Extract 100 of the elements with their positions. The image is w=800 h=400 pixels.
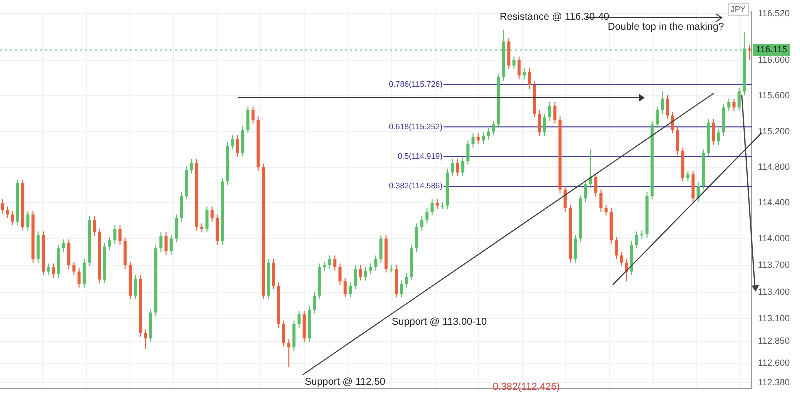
y-tick-label: 115.200 — [758, 126, 790, 136]
candlestick — [430, 199, 434, 216]
candlestick — [543, 113, 546, 137]
candlestick — [554, 102, 557, 124]
candlestick — [635, 231, 639, 250]
candlestick — [26, 210, 30, 232]
ref-line-label: 0.5(114.919) — [398, 152, 444, 162]
ref-line-label: 0.618(115.252) — [389, 122, 444, 132]
candlestick — [676, 126, 680, 156]
candlestick — [170, 234, 173, 256]
candlestick — [282, 320, 286, 348]
candlestick — [118, 224, 122, 246]
candlestick — [231, 134, 234, 150]
candlestick — [400, 280, 404, 298]
candlestick — [738, 88, 741, 112]
candlestick — [134, 274, 138, 300]
ref-line-label: 0.786(115.726) — [389, 80, 444, 90]
y-tick-label: 116.520 — [758, 8, 790, 19]
candlestick — [216, 214, 219, 246]
y-tick-label: 114.000 — [758, 233, 790, 244]
candlestick — [292, 320, 296, 352]
candlestick — [600, 189, 603, 213]
candlestick — [78, 268, 81, 288]
candlestick — [93, 216, 96, 237]
candlestick — [728, 98, 731, 112]
ref-line-label: 116.115 — [756, 44, 788, 55]
candlestick — [420, 216, 424, 232]
candlestick — [82, 258, 86, 288]
candlestick — [661, 91, 664, 114]
candlestick — [364, 266, 368, 282]
annotation: Support @ 112.50 — [305, 377, 386, 389]
y-tick-label: 112.850 — [758, 336, 790, 346]
annotation: Resistance @ 116.30-40 — [500, 12, 610, 23]
candlestick — [472, 133, 475, 148]
candlestick — [671, 112, 674, 134]
candlestick — [72, 261, 76, 276]
candlestick — [548, 102, 552, 122]
candlestick — [62, 239, 66, 253]
y-tick-label: 113.700 — [758, 260, 790, 270]
candlestick — [441, 202, 444, 210]
candlestick — [328, 255, 332, 270]
candlestick — [666, 94, 670, 120]
y-tick-label: 115.600 — [758, 90, 790, 101]
candlestick — [476, 133, 480, 145]
candlestick — [52, 263, 56, 279]
candlestick — [696, 182, 700, 203]
candlestick — [369, 263, 372, 275]
candlestick — [717, 128, 720, 146]
candlestick — [338, 263, 342, 286]
candlestick — [656, 106, 660, 129]
candlestick — [620, 252, 624, 267]
candlestick — [298, 310, 301, 328]
candlestick — [538, 110, 542, 137]
candlestick — [272, 258, 276, 290]
annotation: 0.382(112.426) — [493, 382, 560, 394]
candlestick — [512, 56, 516, 70]
candlestick — [164, 232, 168, 256]
annotation: Support @ 113.00-10 — [392, 317, 488, 329]
candlestick — [313, 292, 316, 314]
candlestick — [456, 158, 460, 177]
candlestick — [359, 265, 362, 282]
candlestick — [210, 206, 214, 222]
candlestick — [246, 106, 250, 134]
candlestick — [574, 234, 578, 264]
candlestick — [518, 56, 521, 80]
candlestick — [11, 210, 14, 226]
y-tick-label: 113.100 — [758, 314, 790, 324]
candlestick — [462, 157, 465, 177]
candlestick — [625, 258, 628, 282]
candlestick — [732, 98, 736, 112]
candlestick — [522, 68, 526, 80]
annotation: JPY — [728, 3, 749, 16]
candlestick — [348, 282, 352, 298]
candlestick — [374, 255, 378, 272]
y-tick-label: 113.400 — [758, 286, 790, 297]
candlestick — [492, 120, 496, 136]
y-tick-label: 112.380 — [758, 378, 790, 388]
candlestick — [174, 214, 178, 243]
candlestick — [47, 263, 50, 276]
candlestick — [686, 170, 690, 182]
candlestick — [426, 208, 429, 224]
candlestick — [114, 224, 117, 245]
candlestick — [354, 265, 358, 290]
y-tick-label: 114.800 — [758, 162, 790, 172]
annotation: Double top in the making? — [608, 22, 724, 34]
candlestick — [594, 173, 598, 198]
candlestick — [252, 106, 255, 124]
candlestick — [415, 223, 419, 253]
candlestick — [206, 206, 209, 234]
y-tick-label: 112.600 — [758, 358, 790, 368]
candlestick — [242, 126, 245, 158]
candlestick — [1, 199, 4, 214]
candlestick — [68, 239, 71, 270]
candlestick — [236, 134, 240, 158]
candlestick — [405, 273, 408, 288]
y-tick-label: 116.000 — [758, 54, 790, 65]
candlestick — [482, 132, 486, 145]
candlestick — [380, 234, 383, 264]
candlestick — [334, 255, 337, 272]
candlestick — [144, 329, 148, 350]
